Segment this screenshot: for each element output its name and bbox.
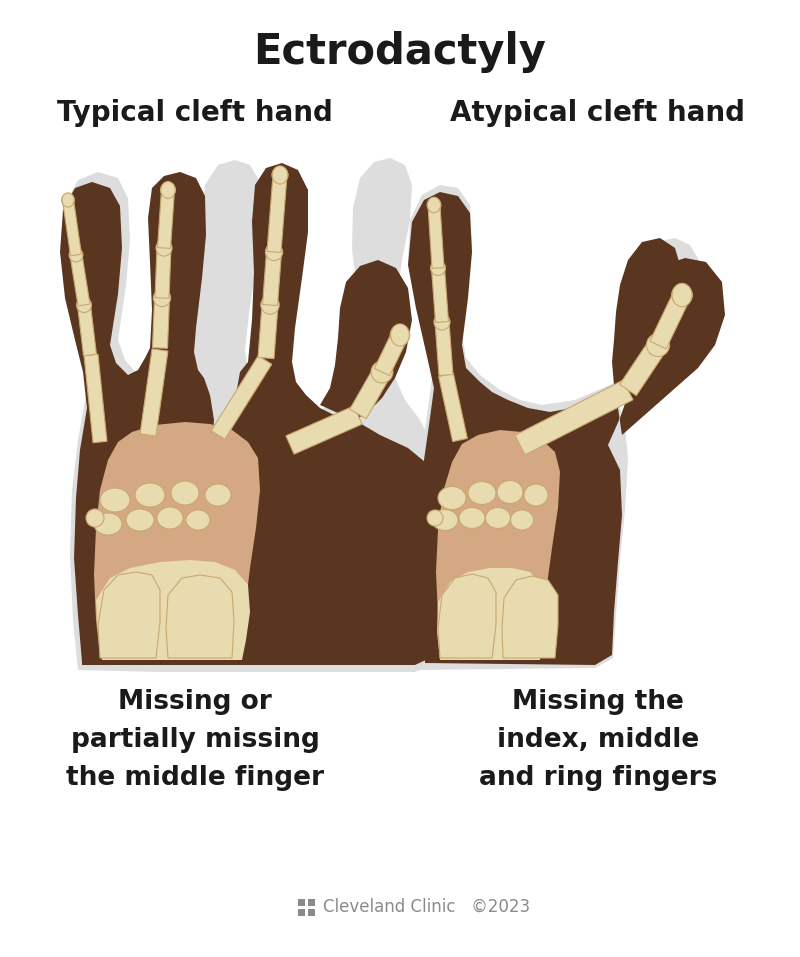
Text: Atypical cleft hand: Atypical cleft hand — [450, 99, 746, 127]
Polygon shape — [70, 254, 90, 306]
Ellipse shape — [77, 298, 91, 313]
Polygon shape — [96, 560, 250, 660]
Ellipse shape — [135, 483, 165, 507]
Polygon shape — [211, 356, 272, 439]
Polygon shape — [620, 340, 666, 395]
Text: Cleveland Clinic   ©2023: Cleveland Clinic ©2023 — [323, 898, 530, 916]
Ellipse shape — [157, 507, 183, 529]
Ellipse shape — [427, 197, 441, 212]
Ellipse shape — [672, 284, 692, 305]
Polygon shape — [140, 349, 168, 436]
Ellipse shape — [459, 507, 485, 528]
Polygon shape — [437, 568, 544, 660]
Ellipse shape — [266, 243, 282, 260]
Polygon shape — [438, 574, 496, 658]
Ellipse shape — [186, 510, 210, 530]
Ellipse shape — [156, 240, 172, 256]
Text: Typical cleft hand: Typical cleft hand — [57, 99, 333, 127]
Ellipse shape — [427, 198, 441, 211]
Ellipse shape — [390, 325, 410, 345]
Ellipse shape — [272, 167, 288, 183]
Ellipse shape — [497, 480, 523, 503]
Ellipse shape — [62, 193, 74, 207]
Polygon shape — [94, 422, 260, 655]
Polygon shape — [78, 304, 97, 356]
Ellipse shape — [438, 486, 466, 509]
Polygon shape — [502, 576, 558, 658]
Ellipse shape — [430, 260, 446, 276]
Ellipse shape — [154, 289, 170, 306]
Ellipse shape — [432, 509, 458, 530]
Ellipse shape — [94, 513, 122, 535]
Polygon shape — [267, 174, 287, 253]
Polygon shape — [650, 291, 690, 349]
Ellipse shape — [86, 509, 104, 527]
Ellipse shape — [486, 507, 510, 528]
Ellipse shape — [205, 484, 231, 506]
Ellipse shape — [171, 481, 199, 505]
Ellipse shape — [272, 166, 288, 184]
Ellipse shape — [100, 488, 130, 512]
Polygon shape — [84, 354, 107, 443]
Text: Ectrodactyly: Ectrodactyly — [254, 31, 546, 73]
Polygon shape — [166, 575, 234, 658]
FancyBboxPatch shape — [308, 908, 315, 916]
Ellipse shape — [672, 283, 692, 306]
Polygon shape — [62, 199, 82, 256]
Ellipse shape — [69, 248, 83, 262]
Ellipse shape — [510, 510, 534, 530]
Ellipse shape — [261, 296, 279, 314]
Ellipse shape — [161, 183, 175, 197]
Ellipse shape — [434, 314, 450, 330]
Polygon shape — [62, 158, 440, 672]
FancyBboxPatch shape — [308, 899, 315, 905]
Polygon shape — [158, 189, 174, 249]
Polygon shape — [374, 331, 408, 376]
Ellipse shape — [371, 361, 393, 383]
Polygon shape — [435, 322, 453, 375]
Ellipse shape — [390, 324, 410, 346]
Polygon shape — [60, 163, 438, 665]
Ellipse shape — [427, 510, 443, 526]
FancyBboxPatch shape — [298, 899, 305, 905]
Ellipse shape — [646, 333, 670, 357]
Polygon shape — [153, 298, 170, 348]
Text: Missing the
index, middle
and ring fingers: Missing the index, middle and ring finge… — [479, 689, 717, 791]
Polygon shape — [428, 205, 444, 268]
Polygon shape — [515, 380, 633, 455]
Polygon shape — [155, 248, 171, 299]
Polygon shape — [258, 304, 278, 359]
Ellipse shape — [126, 509, 154, 531]
Text: Missing or
partially missing
the middle finger: Missing or partially missing the middle … — [66, 689, 324, 791]
Polygon shape — [431, 268, 449, 323]
FancyBboxPatch shape — [298, 908, 305, 916]
Ellipse shape — [62, 193, 74, 207]
Ellipse shape — [524, 484, 548, 506]
Ellipse shape — [161, 182, 175, 198]
Polygon shape — [436, 430, 560, 655]
Polygon shape — [350, 367, 390, 419]
Ellipse shape — [468, 481, 496, 504]
Polygon shape — [286, 406, 362, 455]
Polygon shape — [262, 252, 282, 305]
Polygon shape — [98, 572, 160, 658]
Polygon shape — [408, 185, 700, 670]
Polygon shape — [408, 192, 725, 665]
Polygon shape — [438, 373, 467, 441]
